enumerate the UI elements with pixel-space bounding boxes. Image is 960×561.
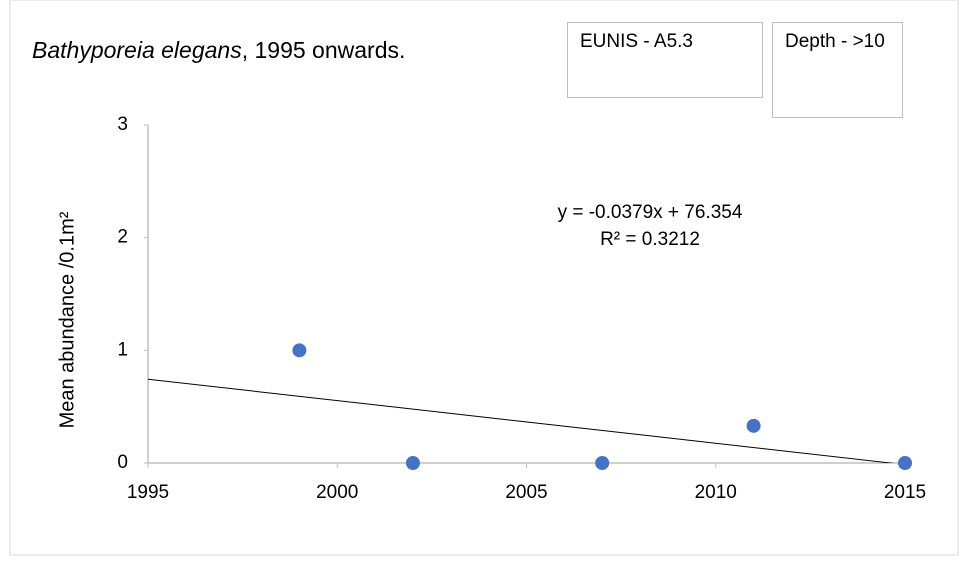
x-tick-label: 1995 bbox=[127, 482, 169, 503]
point bbox=[898, 456, 912, 470]
y-tick-label: 1 bbox=[117, 339, 128, 360]
x-tick-label: 2015 bbox=[884, 482, 926, 503]
x-tick-label: 2000 bbox=[316, 482, 358, 503]
annotation-box: EUNIS - A5.3 bbox=[567, 22, 763, 98]
y-tick-label: 0 bbox=[117, 452, 128, 473]
point bbox=[595, 456, 610, 470]
title-species: Bathyporeia elegans bbox=[32, 37, 242, 63]
title-rest: , 1995 onwards. bbox=[242, 37, 406, 63]
y-axis-label: Mean abundance /0.1m² bbox=[56, 211, 78, 428]
trendline bbox=[148, 378, 895, 463]
y-tick-label: 3 bbox=[117, 114, 128, 135]
point bbox=[292, 343, 307, 358]
chart-border bbox=[9, 0, 959, 556]
annotation-box: Depth - >10 bbox=[772, 22, 903, 118]
x-tick-label: 2010 bbox=[695, 482, 737, 503]
chart-title: Bathyporeia elegans, 1995 onwards. bbox=[32, 37, 405, 63]
point bbox=[405, 456, 420, 470]
y-tick-label: 2 bbox=[117, 227, 128, 248]
x-tick-label: 2005 bbox=[505, 482, 547, 503]
trend-equation: y = -0.0379x + 76.354 bbox=[558, 202, 743, 223]
trend-r2: R² = 0.3212 bbox=[600, 229, 700, 250]
point bbox=[746, 418, 761, 433]
